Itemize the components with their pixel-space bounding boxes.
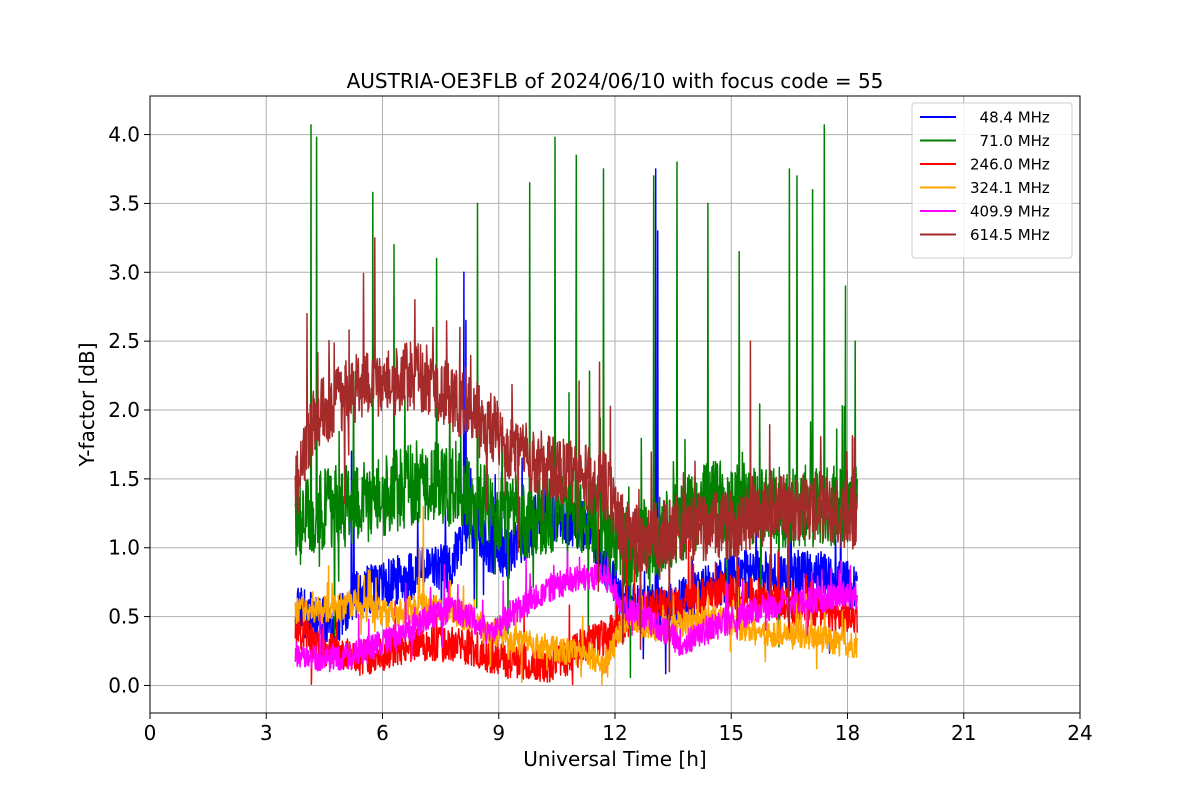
legend-label: 71.0 MHz (970, 132, 1050, 150)
x-axis-title: Universal Time [h] (523, 747, 706, 771)
y-axis-title: Y-factor [dB] (75, 342, 99, 467)
legend-box (911, 102, 1073, 259)
legend-label: 409.9 MHz (970, 203, 1050, 221)
y-tick-label: 0.5 (108, 605, 140, 629)
chart-title: AUSTRIA-OE3FLB of 2024/06/10 with focus … (347, 69, 884, 93)
x-tick-label: 21 (951, 721, 976, 745)
y-tick-label: 0.0 (108, 673, 140, 697)
x-tick-label: 24 (1067, 721, 1092, 745)
legend-label: 324.1 MHz (970, 179, 1050, 197)
x-tick-label: 0 (144, 721, 157, 745)
y-tick-label: 3.0 (108, 260, 140, 284)
x-tick-label: 18 (835, 721, 860, 745)
axis-ticks: 0 3 6 9 12 15 18 21 24 0.0 0.5 1.0 1.5 2.0 2.5 3.0 3.5 4.… (108, 123, 1093, 745)
x-tick-label: 3 (260, 721, 273, 745)
y-tick-label: 1.5 (108, 467, 140, 491)
x-tick-label: 6 (376, 721, 389, 745)
plot-series (294, 124, 858, 686)
y-tick-label: 3.5 (108, 191, 140, 215)
x-tick-label: 9 (492, 721, 505, 745)
y-tick-label: 4.0 (108, 123, 140, 147)
y-tick-label: 2.0 (108, 398, 140, 422)
series-line-614-5-mhz (294, 237, 858, 673)
y-tick-label: 1.0 (108, 536, 140, 560)
series-line-324-1-mhz (294, 505, 858, 686)
legend: 48.4 MHz 71.0 MHz 246.0 MHz 324.1 MHz 409.9… (911, 102, 1073, 259)
x-tick-label: 15 (719, 721, 744, 745)
x-tick-label: 12 (602, 721, 627, 745)
legend-label: 614.5 MHz (970, 226, 1050, 244)
y-tick-label: 2.5 (108, 329, 140, 353)
legend-label: 246.0 MHz (970, 156, 1050, 174)
legend-label: 48.4 MHz (970, 109, 1050, 127)
series-line-409-9-mhz (294, 549, 858, 673)
